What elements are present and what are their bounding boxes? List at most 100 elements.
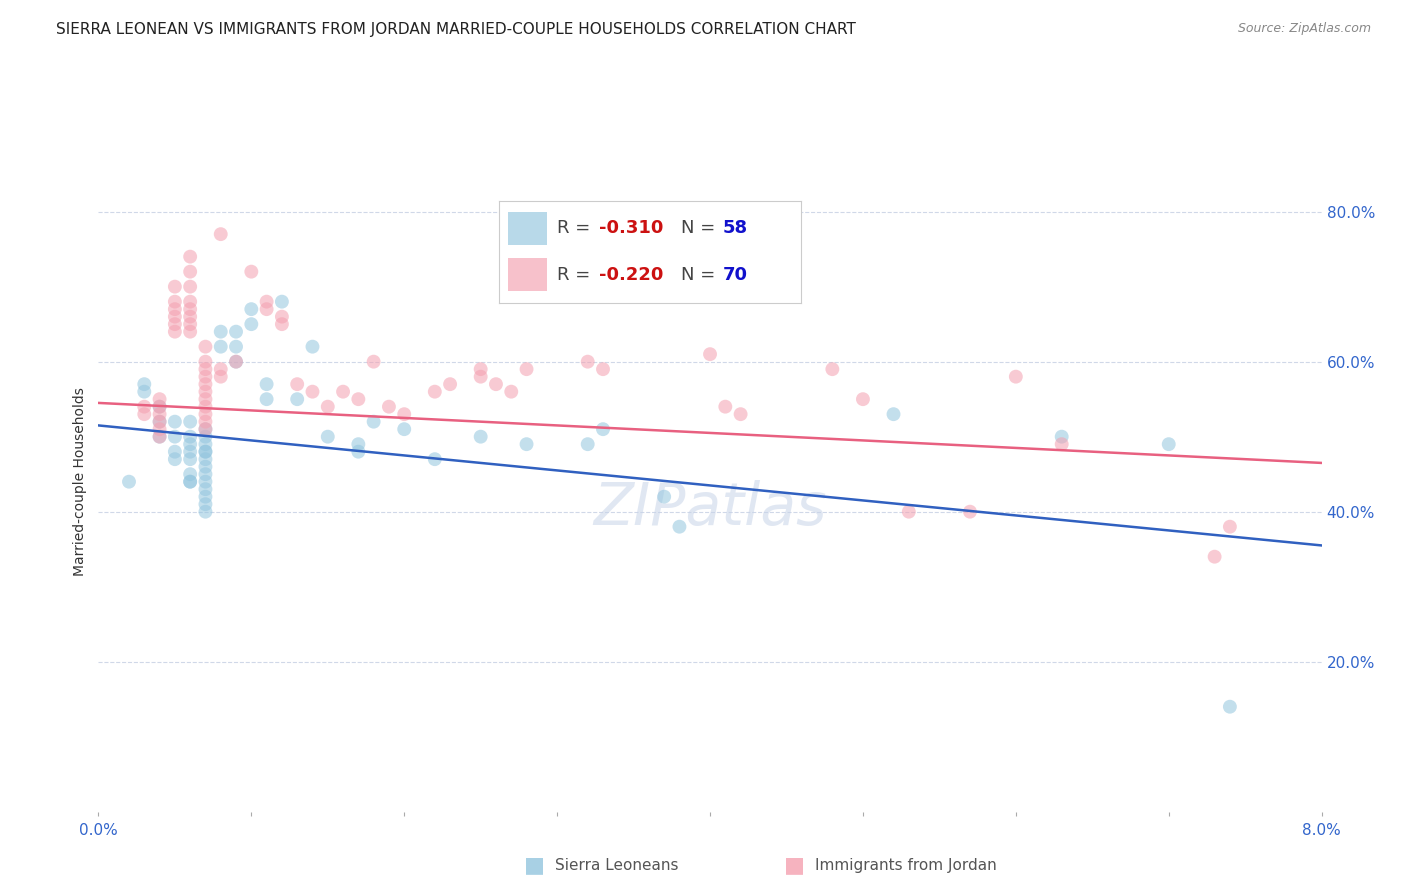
Text: ■: ■ [785,855,804,875]
Text: R =: R = [557,266,596,284]
Point [225,354,247,368]
Point [347,392,370,406]
Point [163,310,186,324]
Point [1050,437,1073,451]
Point [149,400,172,414]
Text: N =: N = [681,219,720,237]
Point [209,227,232,241]
Point [897,505,920,519]
Point [179,430,201,444]
Point [485,377,508,392]
Point [270,317,294,331]
Point [149,430,172,444]
Point [301,340,323,354]
Point [959,505,981,519]
Point [194,415,217,429]
Point [423,384,446,399]
Point [194,459,217,474]
Point [163,430,186,444]
Point [1157,437,1180,451]
Text: -0.220: -0.220 [599,266,664,284]
Point [194,407,217,421]
Point [576,437,599,451]
Point [149,400,172,414]
Point [516,362,538,376]
Point [194,422,217,436]
Text: -0.310: -0.310 [599,219,664,237]
Point [194,354,217,368]
Point [163,415,186,429]
Point [1004,369,1026,384]
Point [225,354,247,368]
Point [149,415,172,429]
Point [163,279,186,293]
Point [1050,430,1073,444]
Point [209,325,232,339]
Point [194,452,217,467]
Point [134,400,156,414]
Point [470,362,492,376]
Point [194,482,217,496]
Point [714,400,737,414]
Text: ZIPatlas: ZIPatlas [593,480,827,537]
Point [179,475,201,489]
Point [149,415,172,429]
Point [501,384,523,399]
Point [392,407,416,421]
Point [134,384,156,399]
Point [194,430,217,444]
Point [1219,519,1241,533]
Point [270,310,294,324]
Point [225,340,247,354]
Point [194,384,217,399]
Point [134,407,156,421]
Point [347,444,370,458]
Point [240,317,263,331]
Point [470,369,492,384]
Point [179,437,201,451]
Text: Immigrants from Jordan: Immigrants from Jordan [815,858,997,872]
Point [194,467,217,482]
Point [592,362,614,376]
Point [179,294,201,309]
Point [363,415,385,429]
Point [285,377,308,392]
Point [179,452,201,467]
Point [316,400,339,414]
Point [883,407,905,421]
Point [363,354,385,368]
Point [134,377,156,392]
Point [225,325,247,339]
Point [470,430,492,444]
Point [163,317,186,331]
Point [179,279,201,293]
Point [194,490,217,504]
Point [699,347,721,361]
Point [209,340,232,354]
Point [301,384,323,399]
Point [592,422,614,436]
Point [576,354,599,368]
Point [256,392,278,406]
Text: R =: R = [557,219,596,237]
Point [179,310,201,324]
Point [516,437,538,451]
Point [392,422,416,436]
Point [730,407,752,421]
Point [285,392,308,406]
Point [1204,549,1226,564]
Point [256,302,278,317]
Text: 58: 58 [723,219,748,237]
Y-axis label: Married-couple Households: Married-couple Households [73,387,87,576]
Point [194,444,217,458]
Point [194,369,217,384]
Point [163,444,186,458]
Text: ■: ■ [524,855,544,875]
Point [821,362,844,376]
Point [179,467,201,482]
Point [209,369,232,384]
Point [149,430,172,444]
Point [270,294,294,309]
Point [179,475,201,489]
Point [439,377,461,392]
